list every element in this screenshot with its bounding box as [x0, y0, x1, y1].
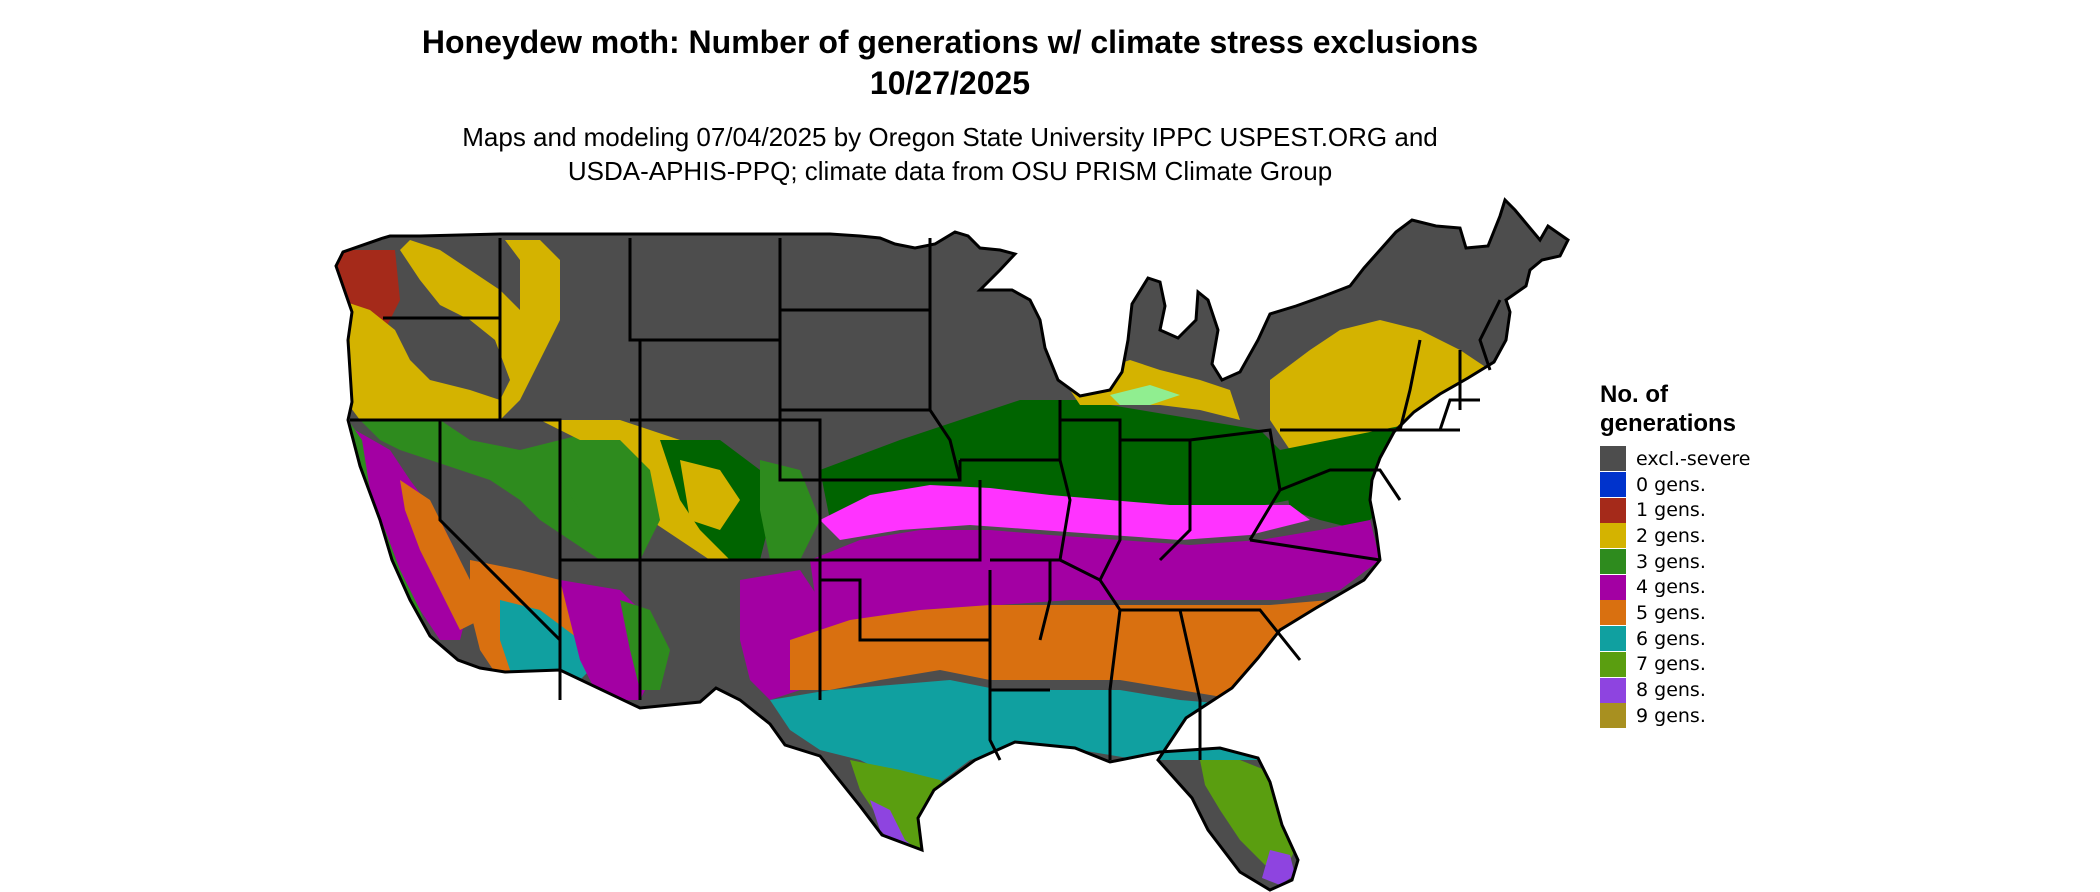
- zone-3gen-nm-east: [760, 460, 820, 560]
- legend-title-line-2: generations: [1600, 410, 1737, 437]
- legend-swatch: [1600, 703, 1626, 729]
- zone-6gen-band: [770, 680, 1270, 790]
- legend-item: 6 gens.: [1600, 626, 1751, 652]
- state-borders: [334, 198, 1570, 892]
- zone-5gen-ca-valley: [400, 480, 480, 630]
- legend-item: 9 gens.: [1600, 703, 1751, 729]
- legend-label: 7 gens.: [1636, 653, 1706, 676]
- legend-item: 7 gens.: [1600, 651, 1751, 678]
- legend-item: 5 gens.: [1600, 600, 1751, 626]
- title-line-1: Honeydew moth: Number of generations w/ …: [421, 24, 1479, 60]
- legend-item: 2 gens.: [1600, 523, 1751, 549]
- zone-6gen-desert: [500, 600, 590, 690]
- legend-item: excl.-severe: [1600, 446, 1751, 472]
- zone-5gen-band: [790, 590, 1376, 700]
- zone-4gen-light: [820, 485, 1310, 540]
- generation-zones: [336, 200, 1568, 890]
- legend-items: excl.-severe 0 gens. 1 gens. 2 gens. 3 gens.…: [1600, 446, 1751, 729]
- legend-item: 8 gens.: [1600, 677, 1751, 703]
- legend-item: 3 gens.: [1600, 549, 1751, 575]
- legend-swatch: [1600, 446, 1626, 472]
- legend-label: 1 gens.: [1636, 499, 1706, 522]
- zone-3gen-az: [620, 600, 670, 690]
- subtitle-line-2: USDA-APHIS-PPQ; climate data from OSU PR…: [567, 156, 1333, 186]
- legend-title-line-1: No. of: [1600, 381, 1668, 408]
- legend-swatch: [1600, 549, 1626, 575]
- legend-item: 1 gens.: [1600, 497, 1751, 523]
- legend-label: 4 gens.: [1636, 576, 1706, 599]
- legend-swatch: [1600, 574, 1626, 600]
- legend-item: 0 gens.: [1600, 472, 1751, 498]
- legend-title: No. of generations: [1600, 380, 1751, 438]
- zone-3gen-utah: [560, 440, 660, 560]
- legend-swatch: [1600, 472, 1626, 498]
- legend-label: 9 gens.: [1636, 704, 1706, 727]
- legend-label: excl.-severe: [1636, 447, 1751, 470]
- legend: No. of generations excl.-severe 0 gens. 1 …: [1600, 380, 1751, 729]
- legend-swatch: [1600, 523, 1626, 549]
- legend-swatch: [1600, 497, 1626, 523]
- zone-8gen-fl: [1262, 850, 1295, 885]
- legend-label: 6 gens.: [1636, 627, 1706, 650]
- legend-label: 0 gens.: [1636, 473, 1706, 496]
- map-subtitle: Maps and modeling 07/04/2025 by Oregon S…: [0, 120, 1900, 188]
- legend-label: 8 gens.: [1636, 679, 1706, 702]
- map-title: Honeydew moth: Number of generations w/ …: [0, 22, 1900, 104]
- legend-label: 5 gens.: [1636, 601, 1706, 624]
- title-line-2: 10/27/2025: [869, 65, 1031, 101]
- legend-item: 4 gens.: [1600, 574, 1751, 600]
- zone-2gen-nw: [340, 240, 560, 420]
- subtitle-line-1: Maps and modeling 07/04/2025 by Oregon S…: [462, 122, 1438, 152]
- legend-swatch: [1600, 651, 1626, 677]
- zone-8gen-tx: [870, 800, 918, 850]
- legend-label: 3 gens.: [1636, 550, 1706, 573]
- legend-swatch: [1600, 677, 1626, 703]
- zone-1gen-nw: [336, 250, 400, 330]
- zone-2gen-nm: [680, 460, 740, 530]
- zone-4gen-band: [810, 520, 1380, 630]
- legend-swatch: [1600, 626, 1626, 652]
- legend-swatch: [1600, 600, 1626, 626]
- legend-label: 2 gens.: [1636, 524, 1706, 547]
- zone-light-green-lakes: [1110, 385, 1180, 405]
